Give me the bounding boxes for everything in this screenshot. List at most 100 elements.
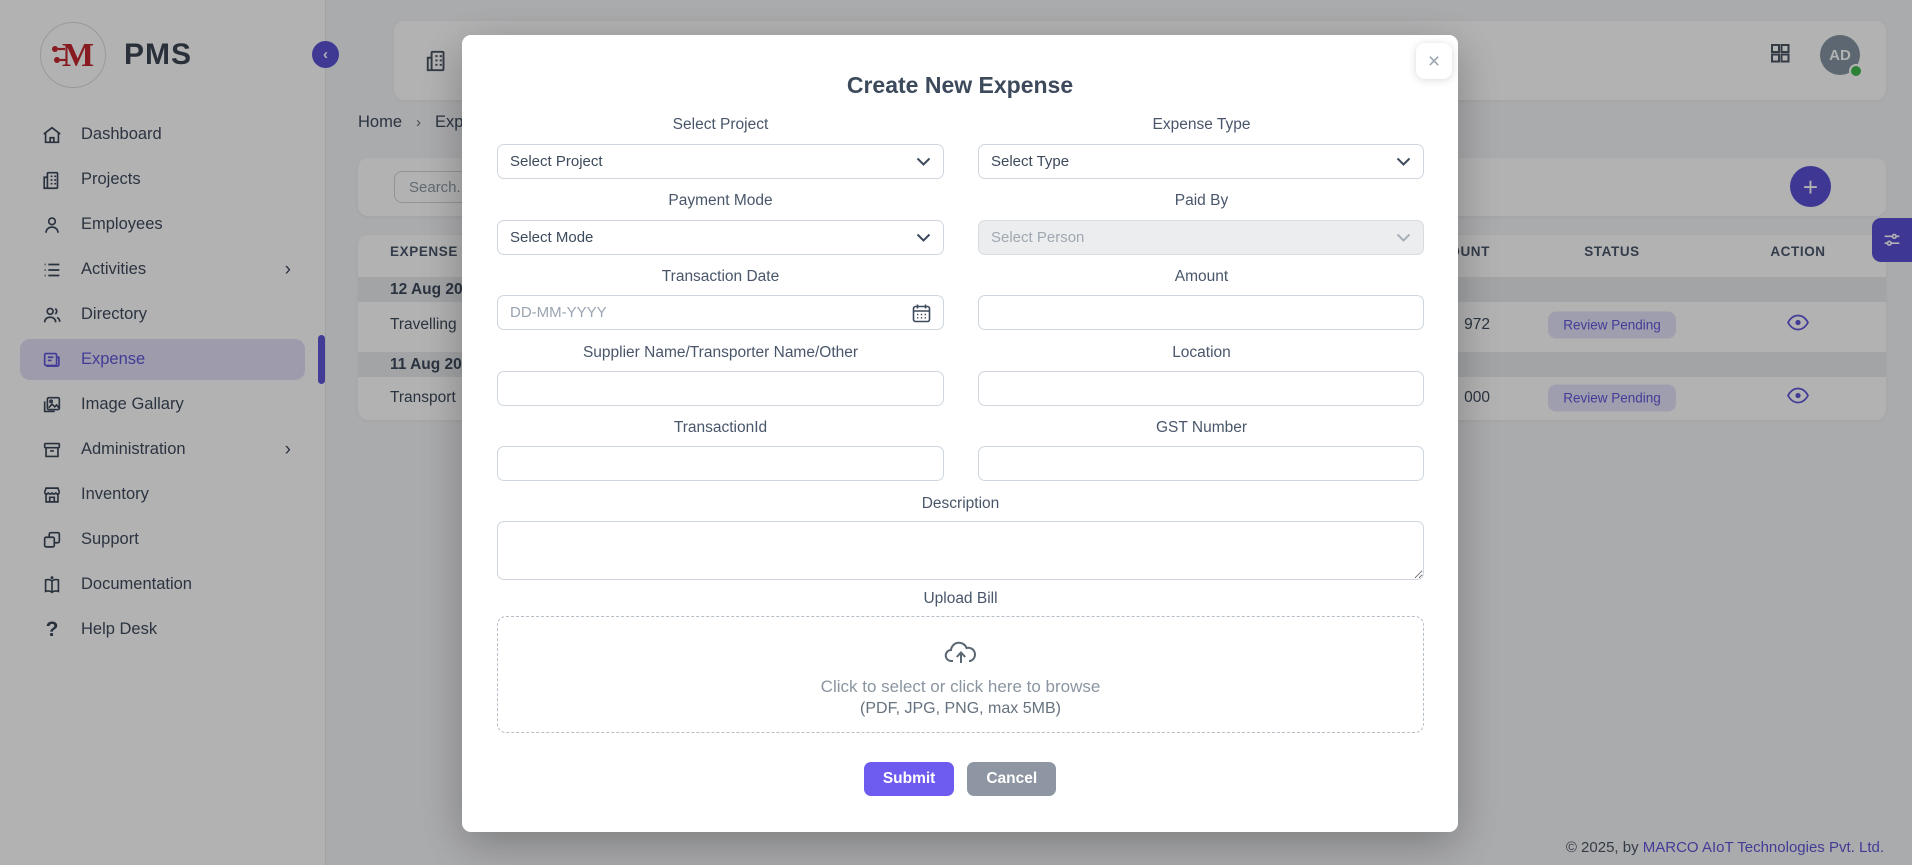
amount-label: Amount <box>1174 268 1229 285</box>
transaction-date-label: Transaction Date <box>661 268 780 285</box>
copyright-text: © 2025, by <box>1565 839 1643 856</box>
transaction-date-input[interactable] <box>510 304 870 321</box>
status-badge: Review Pending <box>1548 384 1676 412</box>
building-icon <box>40 168 64 192</box>
chevron-right-icon: › <box>284 438 291 460</box>
supplier-name-input[interactable] <box>497 371 944 406</box>
chevron-down-icon <box>916 233 931 242</box>
sidebar-item-help-desk[interactable]: ? Help Desk <box>20 609 305 650</box>
status-cell: Review Pending <box>1537 311 1687 339</box>
close-icon[interactable]: × <box>1416 43 1452 79</box>
upload-dropzone[interactable]: Click to select or click here to browse … <box>497 616 1424 733</box>
transaction-id-label: TransactionId <box>673 419 768 436</box>
sidebar-item-label: Administration <box>81 440 186 458</box>
svg-text:M: M <box>62 37 94 74</box>
location-label: Location <box>1172 344 1231 361</box>
amount-input[interactable] <box>978 295 1424 330</box>
add-expense-button[interactable]: + <box>1790 166 1831 207</box>
company-link[interactable]: MARCO AIoT Technologies Pvt. Ltd. <box>1642 839 1884 856</box>
sidebar-item-employees[interactable]: Employees <box>20 204 305 245</box>
transaction-date-field[interactable] <box>497 295 944 330</box>
column-header-expense: EXPENSE <box>390 244 458 259</box>
expense-type-select-value: Select Type <box>991 153 1070 170</box>
sidebar-item-documentation[interactable]: Documentation <box>20 564 305 605</box>
sidebar-item-label: Image Gallary <box>81 395 184 413</box>
sidebar-item-projects[interactable]: Projects <box>20 159 305 200</box>
apps-grid-icon[interactable] <box>1768 41 1792 70</box>
view-expense-button[interactable] <box>1786 387 1810 408</box>
footer-copyright: © 2025, by MARCO AIoT Technologies Pvt. … <box>1566 839 1884 856</box>
upload-instruction: Click to select or click here to browse <box>820 677 1101 696</box>
receipt-icon <box>40 348 64 372</box>
org-building-icon[interactable] <box>424 48 450 79</box>
column-header-status: STATUS <box>1584 244 1640 259</box>
expense-type-select[interactable]: Select Type <box>978 144 1424 179</box>
app-title: PMS <box>124 38 193 71</box>
column-header-action: ACTION <box>1770 244 1826 259</box>
status-badge: Review Pending <box>1548 311 1676 339</box>
description-textarea[interactable] <box>497 521 1424 580</box>
users-icon <box>40 303 64 327</box>
table-row: Transport 000 Review Pending <box>358 375 1886 420</box>
sidebar-item-label: Expense <box>81 350 146 368</box>
sidebar-item-label: Support <box>81 530 139 548</box>
project-select[interactable]: Select Project <box>497 144 944 179</box>
active-indicator-bar <box>318 335 325 384</box>
expense-name: Travelling <box>390 316 457 333</box>
sidebar-item-directory[interactable]: Directory <box>20 294 305 335</box>
chevron-right-icon: › <box>284 258 291 280</box>
payment-mode-label: Payment Mode <box>668 192 773 209</box>
modal-actions: Submit Cancel <box>462 762 1458 796</box>
user-icon <box>40 213 64 237</box>
create-expense-modal: × Create New Expense Select Project Sele… <box>462 35 1458 832</box>
paid-by-label: Paid By <box>1174 192 1229 209</box>
archive-icon <box>40 438 64 462</box>
action-cell <box>1748 387 1848 410</box>
sidebar: M PMS Dashboard Projects Employees <box>0 0 326 865</box>
sidebar-item-label: Dashboard <box>81 125 162 143</box>
submit-button[interactable]: Submit <box>863 762 955 796</box>
table-row: Travelling 972 Review Pending <box>358 302 1886 348</box>
sidebar-collapse-button[interactable]: ‹ <box>312 41 339 68</box>
book-icon <box>40 573 64 597</box>
pms-logo: M <box>40 22 106 88</box>
image-icon <box>40 393 64 417</box>
payment-mode-select[interactable]: Select Mode <box>497 220 944 255</box>
project-select-value: Select Project <box>510 153 603 170</box>
gst-number-input[interactable] <box>978 446 1424 481</box>
header-actions: AD <box>1768 35 1863 78</box>
sidebar-item-support[interactable]: Support <box>20 519 305 560</box>
expense-amount: 972 <box>1464 316 1490 333</box>
sidebar-item-label: Documentation <box>81 575 192 593</box>
calendar-icon[interactable] <box>912 303 931 323</box>
copy-icon <box>40 528 64 552</box>
sidebar-item-inventory[interactable]: Inventory <box>20 474 305 515</box>
user-avatar[interactable]: AD <box>1820 35 1863 78</box>
chevron-down-icon <box>1396 233 1411 242</box>
view-expense-button[interactable] <box>1786 314 1810 335</box>
paid-by-select-value: Select Person <box>991 229 1085 246</box>
upload-bill-label: Upload Bill <box>923 590 998 607</box>
sidebar-item-administration[interactable]: Administration › <box>20 429 305 470</box>
cancel-button[interactable]: Cancel <box>967 762 1057 796</box>
group-date: 12 Aug 20 <box>390 280 463 298</box>
upload-filetypes: (PDF, JPG, PNG, max 5MB) <box>860 700 1061 717</box>
payment-mode-select-value: Select Mode <box>510 229 594 246</box>
online-status-dot <box>1849 64 1863 78</box>
transaction-id-input[interactable] <box>497 446 944 481</box>
select-project-label: Select Project <box>672 116 769 133</box>
sidebar-item-label: Projects <box>81 170 141 188</box>
sliders-icon <box>1884 233 1900 246</box>
location-input[interactable] <box>978 371 1424 406</box>
customizer-toggle-button[interactable] <box>1872 218 1912 262</box>
sidebar-item-dashboard[interactable]: Dashboard <box>20 114 305 155</box>
home-icon <box>40 123 64 147</box>
breadcrumb-home[interactable]: Home <box>358 113 403 131</box>
avatar-initials: AD <box>1829 46 1851 64</box>
expense-amount: 000 <box>1464 389 1490 406</box>
paid-by-select: Select Person <box>978 220 1424 255</box>
sidebar-item-image-gallary[interactable]: Image Gallary <box>20 384 305 425</box>
sidebar-item-expense[interactable]: Expense <box>20 335 325 384</box>
store-icon <box>40 483 64 507</box>
sidebar-item-activities[interactable]: Activities › <box>20 249 305 290</box>
